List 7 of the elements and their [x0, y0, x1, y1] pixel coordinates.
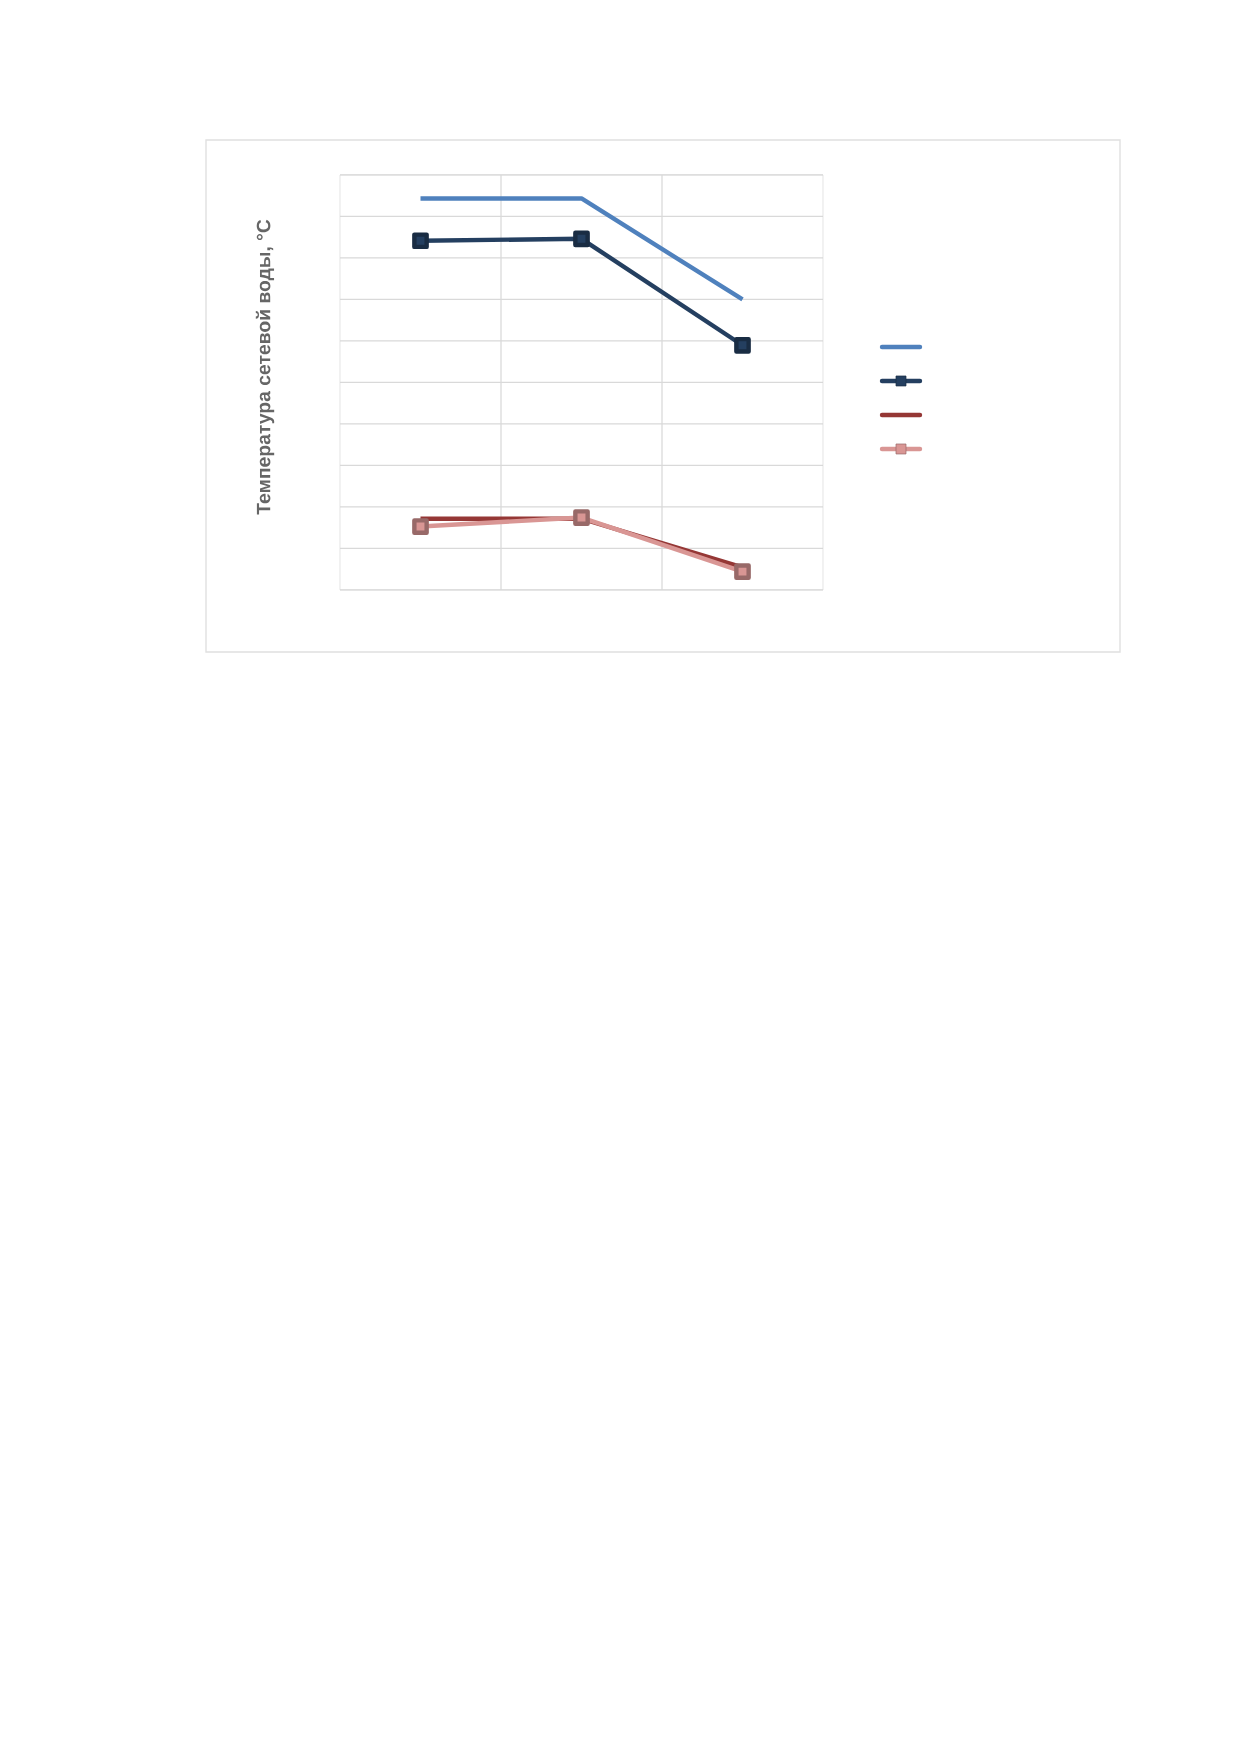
point: [412, 518, 429, 535]
point: [734, 336, 751, 354]
point: [573, 509, 590, 526]
point: [734, 563, 751, 580]
point: [412, 232, 429, 250]
y-axis-title: Температура сетевой воды, °С: [255, 219, 275, 515]
point: [573, 230, 590, 248]
